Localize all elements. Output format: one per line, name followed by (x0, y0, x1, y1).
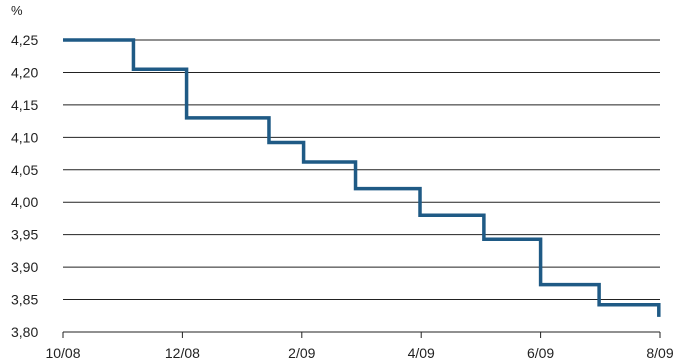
y-tick-label: 3,80 (11, 324, 38, 340)
series-line (63, 38, 661, 317)
y-tick-label: 4,10 (11, 129, 38, 145)
x-tick-label: 4/09 (408, 345, 435, 361)
y-tick-label: 4,25 (11, 32, 38, 48)
y-unit-label: % (11, 3, 23, 18)
x-tick-label: 10/08 (45, 345, 80, 361)
x-tick-label: 6/09 (527, 345, 554, 361)
x-tick-label: 2/09 (288, 345, 315, 361)
y-axis-tick-labels: 4,25 4,20 4,15 4,10 4,05 4,00 3,95 3,90 3,85 3,80 (11, 32, 38, 340)
y-tick-label: 4,00 (11, 194, 38, 210)
y-tick-label: 4,15 (11, 97, 38, 113)
series-group (63, 38, 661, 317)
x-axis: 10/08 12/08 2/09 4/09 6/09 8/09 (45, 331, 674, 361)
y-tick-label: 4,20 (11, 64, 38, 80)
gridlines (63, 39, 660, 301)
y-tick-label: 3,90 (11, 259, 38, 275)
y-tick-label: 3,95 (11, 227, 38, 243)
y-tick-label: 3,85 (11, 292, 38, 308)
x-tick-label: 8/09 (646, 345, 673, 361)
x-tick-label: 12/08 (165, 345, 200, 361)
y-tick-label: 4,05 (11, 162, 38, 178)
